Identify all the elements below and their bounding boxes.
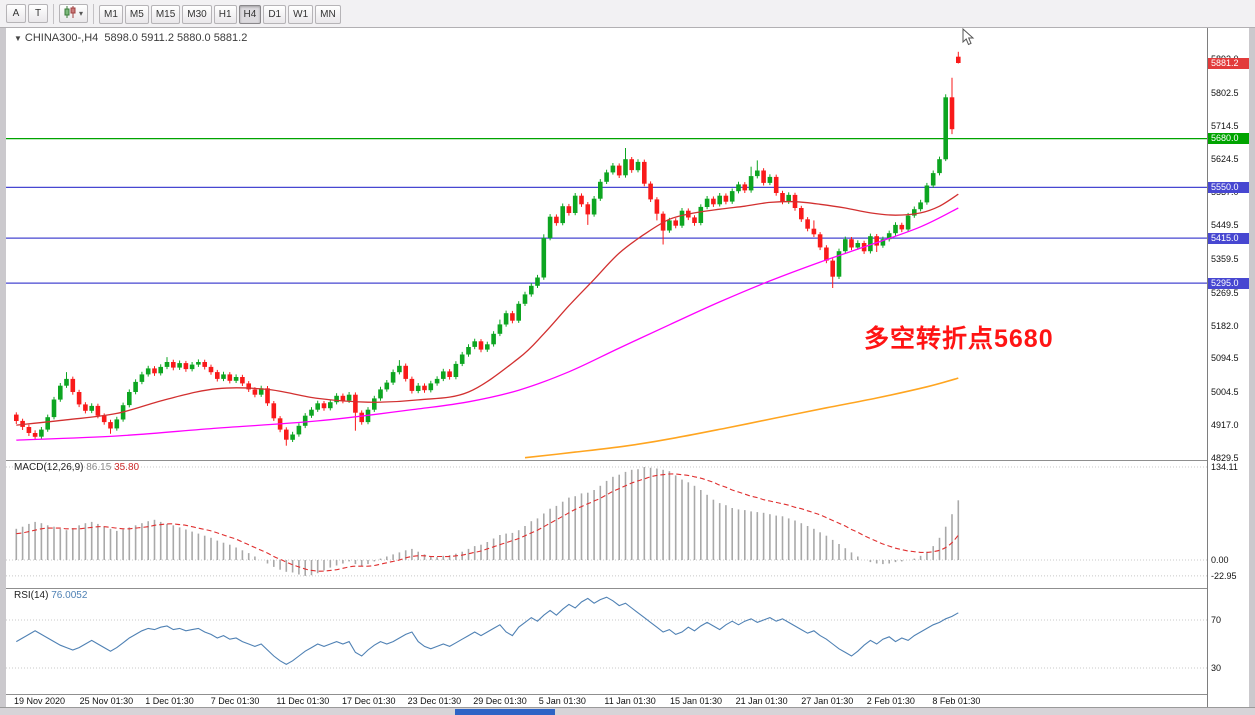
time-tick-label: 25 Nov 01:30 — [79, 696, 134, 706]
toolbar-separator — [53, 3, 54, 24]
macd-chart[interactable] — [6, 460, 1207, 588]
price-tick-label: 5094.5 — [1211, 353, 1239, 364]
time-tick-label: 11 Jan 01:30 — [604, 696, 656, 706]
text-label-tool-button[interactable]: A — [6, 4, 26, 23]
macd-value: 86.15 — [86, 462, 112, 473]
moving-average-lines — [16, 193, 959, 459]
toolbar-separator — [93, 3, 95, 24]
price-tick-label: 5004.5 — [1211, 387, 1239, 398]
rsi-panel[interactable]: RSI(14) 76.0052 — [6, 588, 1207, 694]
panel-separator — [6, 460, 1207, 461]
panel-separator — [6, 588, 1207, 589]
symbol-period-label: CHINA300-,H4 — [24, 32, 99, 44]
price-tick-label: 5182.0 — [1211, 320, 1239, 331]
price-tick-label: 5802.5 — [1211, 87, 1239, 98]
price-line-badge: 5415.0 — [1208, 232, 1249, 244]
rsi-title: RSI(14) 76.0052 — [14, 590, 87, 601]
rsi-level-label: 30 — [1211, 662, 1222, 673]
time-tick-label: 29 Dec 01:30 — [473, 696, 527, 706]
timeframe-button-h4[interactable]: H4 — [238, 4, 262, 24]
time-tick-label: 19 Nov 2020 — [14, 696, 66, 706]
rsi-chart[interactable] — [6, 588, 1207, 694]
macd-label: MACD(12,26,9) — [14, 462, 84, 473]
rsi-line — [16, 596, 959, 666]
time-tick-label: 21 Jan 01:30 — [735, 696, 788, 706]
time-tick-label: 7 Dec 01:30 — [210, 696, 260, 706]
price-axis[interactable]: 5892.05802.55714.55624.55537.05449.55359… — [1208, 28, 1249, 707]
price-tick-label: 5449.5 — [1211, 220, 1239, 231]
status-bar — [0, 707, 1255, 715]
price-tick-label: 5714.5 — [1211, 120, 1239, 131]
timeframe-button-w1[interactable]: W1 — [288, 4, 314, 24]
taskbar-button[interactable] — [455, 709, 555, 715]
price-line-badge: 5295.0 — [1208, 277, 1249, 289]
macd-panel[interactable]: MACD(12,26,9) 86.15 35.80 — [6, 460, 1207, 588]
axis-separator — [6, 694, 1207, 695]
rsi-value: 76.0052 — [51, 590, 88, 601]
price-tick-label: 4829.5 — [1211, 452, 1239, 463]
timeframe-button-mn[interactable]: MN — [315, 4, 341, 24]
chart-region: ▼ CHINA300-,H4 5898.0 5911.2 5880.0 5881.… — [0, 28, 1255, 707]
price-lines[interactable] — [6, 137, 1207, 284]
timeframe-button-m15[interactable]: M15 — [150, 4, 181, 24]
time-tick-label: 8 Feb 01:30 — [932, 696, 981, 706]
ohlc-values: 5898.0 5911.2 5880.0 5881.2 — [104, 32, 248, 44]
price-tick-label: 5359.5 — [1211, 253, 1239, 264]
macd-histogram — [15, 467, 960, 576]
time-tick-label: 23 Dec 01:30 — [407, 696, 462, 706]
price-tick-label: 4917.0 — [1211, 420, 1239, 431]
chart-annotation-text[interactable]: 多空转折点5680 — [864, 325, 1054, 353]
macd-tick-label: -22.95 — [1211, 570, 1237, 581]
time-tick-label: 5 Jan 01:30 — [538, 696, 586, 706]
price-tick-label: 5269.5 — [1211, 287, 1239, 298]
price-chart[interactable] — [6, 28, 1207, 460]
macd-signal-value: 35.80 — [114, 462, 140, 473]
timeframe-toolbar: M1 M5 M15 M30 H1 H4 D1 W1 MN — [98, 4, 342, 24]
time-axis[interactable]: 19 Nov 2020 25 Nov 01:30 1 Dec 01:30 7 Dec … — [6, 694, 1207, 707]
timeframe-button-h1[interactable]: H1 — [213, 4, 237, 24]
price-line-badge: 5550.0 — [1208, 181, 1249, 193]
timeframe-button-d1[interactable]: D1 — [263, 4, 287, 24]
time-tick-label: 27 Jan 01:30 — [801, 696, 854, 706]
toolbar: A T ▾ M1 M5 M15 M30 H1 H4 D1 W1 MN — [0, 0, 1255, 28]
timeframe-button-m1[interactable]: M1 — [99, 4, 123, 24]
candles — [14, 51, 961, 446]
time-tick-label: 15 Jan 01:30 — [670, 696, 723, 706]
main-chart-panel[interactable]: ▼ CHINA300-,H4 5898.0 5911.2 5880.0 5881.… — [6, 28, 1207, 460]
text-tool-button[interactable]: T — [28, 4, 48, 23]
window-border-left — [0, 28, 6, 707]
chevron-down-icon: ▾ — [79, 9, 84, 18]
rsi-label: RSI(14) — [14, 590, 49, 601]
candlestick-icon — [64, 6, 77, 21]
mouse-cursor — [962, 28, 976, 46]
window-border-right — [1249, 28, 1255, 707]
chart-type-dropdown-button[interactable]: ▾ — [59, 4, 89, 23]
macd-tick-label: 134.11 — [1211, 461, 1238, 472]
chart-title: ▼ CHINA300-,H4 5898.0 5911.2 5880.0 5881.… — [14, 32, 247, 44]
macd-tick-label: 0.00 — [1211, 554, 1229, 565]
price-line-badge: 5680.0 — [1208, 133, 1249, 145]
price-tick-label: 5624.5 — [1211, 154, 1239, 165]
time-tick-label: 11 Dec 01:30 — [276, 696, 330, 706]
chart-panels: ▼ CHINA300-,H4 5898.0 5911.2 5880.0 5881.… — [6, 28, 1208, 707]
triangle-icon: ▼ — [14, 34, 22, 43]
time-tick-label: 2 Feb 01:30 — [866, 696, 915, 706]
timeframe-button-m5[interactable]: M5 — [124, 4, 149, 24]
timeframe-button-m30[interactable]: M30 — [182, 4, 212, 24]
last-price-badge: 5881.2 — [1208, 57, 1249, 69]
macd-signal-line — [16, 473, 959, 572]
rsi-level-label: 70 — [1211, 615, 1222, 626]
time-tick-label: 17 Dec 01:30 — [342, 696, 396, 706]
macd-title: MACD(12,26,9) 86.15 35.80 — [14, 462, 139, 473]
time-tick-label: 1 Dec 01:30 — [145, 696, 194, 706]
